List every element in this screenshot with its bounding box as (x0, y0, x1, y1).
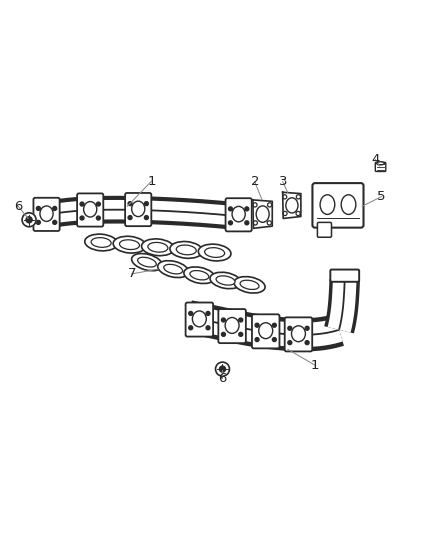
FancyBboxPatch shape (285, 317, 312, 351)
Ellipse shape (216, 276, 235, 285)
Circle shape (245, 221, 249, 225)
Circle shape (255, 323, 259, 327)
Ellipse shape (341, 195, 356, 214)
Ellipse shape (190, 271, 209, 280)
Circle shape (128, 201, 132, 206)
Ellipse shape (286, 198, 298, 213)
FancyBboxPatch shape (125, 193, 151, 226)
FancyBboxPatch shape (33, 198, 60, 231)
Circle shape (36, 221, 40, 224)
Ellipse shape (210, 272, 241, 289)
Circle shape (128, 216, 132, 220)
Circle shape (96, 216, 100, 220)
Circle shape (272, 323, 276, 327)
Circle shape (305, 341, 309, 345)
FancyBboxPatch shape (77, 193, 103, 227)
Ellipse shape (164, 264, 183, 274)
Text: 6: 6 (218, 372, 227, 385)
Ellipse shape (113, 236, 146, 253)
Polygon shape (253, 200, 272, 228)
Text: 1: 1 (311, 359, 319, 372)
Circle shape (80, 202, 84, 206)
Ellipse shape (232, 206, 245, 222)
Ellipse shape (132, 254, 162, 271)
Text: 1: 1 (147, 175, 155, 188)
Ellipse shape (240, 280, 259, 289)
Circle shape (145, 216, 148, 220)
Circle shape (215, 362, 230, 376)
Circle shape (206, 311, 210, 316)
FancyBboxPatch shape (252, 314, 279, 349)
Ellipse shape (40, 206, 53, 221)
Ellipse shape (120, 240, 140, 249)
Text: 7: 7 (127, 268, 136, 280)
Circle shape (288, 326, 292, 330)
Circle shape (222, 333, 226, 336)
Ellipse shape (91, 238, 111, 247)
FancyBboxPatch shape (375, 163, 386, 172)
Circle shape (288, 341, 292, 345)
Ellipse shape (234, 277, 265, 293)
Text: 6: 6 (14, 200, 22, 213)
Ellipse shape (148, 243, 168, 252)
Ellipse shape (256, 206, 269, 222)
Ellipse shape (292, 326, 305, 342)
Text: 4: 4 (371, 153, 379, 166)
Circle shape (22, 213, 36, 227)
Ellipse shape (132, 201, 145, 216)
Circle shape (53, 206, 57, 211)
Ellipse shape (85, 234, 117, 251)
Circle shape (206, 326, 210, 330)
Ellipse shape (198, 244, 231, 261)
FancyBboxPatch shape (186, 303, 213, 336)
Circle shape (189, 311, 193, 316)
Ellipse shape (205, 248, 225, 257)
FancyBboxPatch shape (330, 270, 359, 282)
Circle shape (36, 206, 40, 211)
Circle shape (255, 337, 259, 342)
Ellipse shape (377, 161, 385, 165)
Ellipse shape (192, 311, 206, 327)
Circle shape (189, 326, 193, 330)
FancyBboxPatch shape (312, 183, 364, 228)
Ellipse shape (176, 245, 196, 255)
Ellipse shape (225, 318, 239, 333)
Circle shape (305, 326, 309, 330)
Ellipse shape (170, 241, 203, 259)
Text: 2: 2 (251, 175, 259, 188)
Ellipse shape (184, 267, 215, 284)
Ellipse shape (158, 261, 189, 278)
Ellipse shape (320, 195, 335, 214)
Circle shape (229, 221, 233, 225)
Ellipse shape (141, 239, 174, 256)
Ellipse shape (138, 257, 156, 267)
FancyBboxPatch shape (226, 198, 252, 231)
Circle shape (239, 318, 243, 322)
Circle shape (26, 217, 32, 223)
Circle shape (272, 337, 276, 342)
Polygon shape (283, 192, 301, 219)
Ellipse shape (84, 201, 97, 217)
Text: 3: 3 (279, 175, 287, 188)
Circle shape (222, 318, 226, 322)
Ellipse shape (259, 323, 273, 338)
FancyBboxPatch shape (318, 222, 332, 237)
Circle shape (245, 207, 249, 211)
Circle shape (239, 333, 243, 336)
Circle shape (53, 221, 57, 224)
Circle shape (96, 202, 100, 206)
FancyBboxPatch shape (219, 309, 246, 343)
Circle shape (145, 201, 148, 206)
Text: 5: 5 (377, 190, 386, 203)
Circle shape (219, 366, 226, 372)
Circle shape (229, 207, 233, 211)
Circle shape (80, 216, 84, 220)
